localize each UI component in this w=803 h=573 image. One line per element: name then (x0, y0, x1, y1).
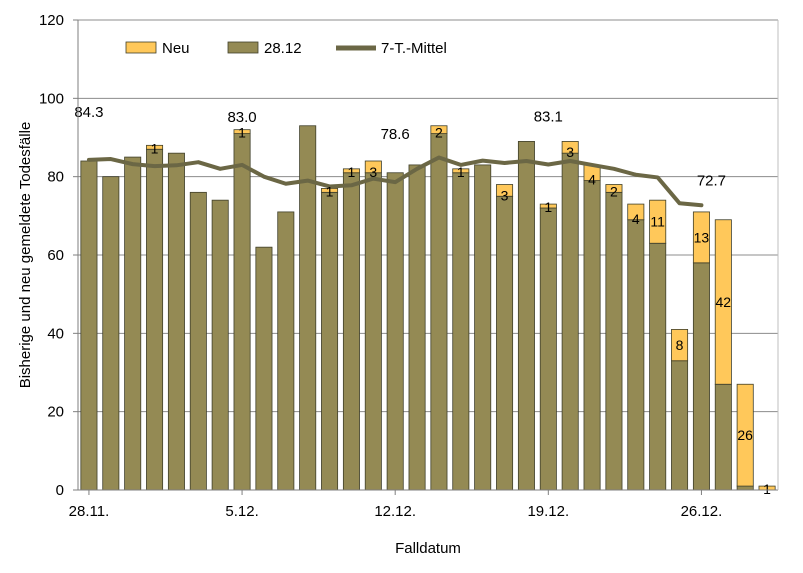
bar-neu (539, 203, 557, 209)
bar-neu (627, 203, 645, 221)
bar-base (583, 180, 601, 491)
neu-data-label: 1 (763, 481, 771, 497)
bar-neu (692, 211, 710, 264)
bar-base (605, 191, 623, 491)
bar-neu (649, 199, 667, 244)
neu-data-label: 13 (694, 229, 710, 245)
bar-base (452, 172, 470, 491)
bar-neu (430, 125, 448, 134)
bar-base (692, 262, 710, 491)
neu-data-label: 4 (588, 172, 596, 188)
bar-base (671, 360, 689, 491)
neu-data-label: 1 (238, 125, 246, 141)
legend-label-avg: 7-T.-Mittel (381, 40, 447, 57)
x-tick-label: 19.12. (527, 503, 569, 520)
y-tick-label: 40 (47, 325, 64, 342)
y-tick-label: 20 (47, 404, 64, 421)
neu-data-label: 1 (151, 140, 159, 156)
moving-average-annotation: 83.1 (534, 109, 563, 126)
bar-base (408, 164, 426, 491)
neu-data-label: 3 (566, 144, 574, 160)
bar-base (539, 207, 557, 491)
bar-neu (561, 141, 579, 154)
moving-average-annotation: 72.7 (697, 172, 726, 189)
bar-base (627, 219, 645, 491)
legend-label-base: 28.12 (264, 40, 302, 57)
bar-base (736, 485, 754, 491)
bar-neu (671, 329, 689, 362)
neu-data-label: 1 (544, 199, 552, 215)
bar-base (80, 160, 98, 491)
x-tick-label: 5.12. (225, 503, 258, 520)
moving-average-annotation: 84.3 (74, 104, 103, 121)
legend: Neu 28.12 7-T.-Mittel (125, 40, 447, 57)
neu-data-label: 1 (457, 164, 465, 180)
neu-data-label: 26 (737, 427, 753, 443)
neu-data-label: 42 (716, 294, 732, 310)
neu-data-label: 4 (632, 211, 640, 227)
bar-neu (736, 383, 754, 487)
legend-label-neu: Neu (162, 40, 190, 57)
bar-neu (496, 184, 514, 197)
bar-neu (233, 129, 251, 134)
bar-base (146, 148, 164, 491)
bar-base (496, 195, 514, 491)
axes: 0 20 40 60 80 100 120 28.11. 5.12. 12.12. 19.12. 26… (39, 12, 779, 520)
bar-neu (714, 219, 732, 385)
bar-base (342, 172, 360, 491)
bar-base (386, 172, 404, 491)
bar-base (474, 164, 492, 491)
bar-base (277, 211, 295, 491)
x-tick-label: 28.11. (69, 503, 110, 520)
y-tick-label: 100 (39, 90, 64, 107)
bar-base (649, 242, 667, 491)
bar-base (255, 246, 273, 491)
bars (80, 125, 776, 491)
bar-neu (605, 184, 623, 193)
bar-base (233, 133, 251, 491)
y-tick-label: 0 (56, 482, 64, 499)
neu-data-label: 1 (326, 183, 334, 199)
bar-neu (364, 160, 382, 174)
bar-base (714, 383, 732, 491)
bar-base (430, 133, 448, 491)
bar-neu (342, 168, 360, 174)
x-tick-label: 26.12. (681, 503, 723, 520)
neu-data-label: 8 (676, 337, 684, 353)
moving-average-annotation: 83.0 (227, 109, 256, 126)
bar-base (321, 191, 339, 491)
moving-average-polyline (86, 155, 704, 208)
moving-average-line (86, 155, 704, 208)
y-tick-label: 60 (47, 247, 64, 264)
y-tick-label: 80 (47, 169, 64, 186)
bar-base (124, 156, 142, 491)
neu-data-label: 2 (435, 125, 443, 141)
bar-base (561, 152, 579, 491)
y-tick-label: 120 (39, 12, 64, 29)
bar-base (211, 199, 229, 491)
bar-base (364, 172, 382, 491)
bar-neu (146, 144, 164, 150)
neu-data-label: 11 (650, 214, 665, 230)
bar-base (189, 191, 207, 491)
legend-swatch-neu (125, 41, 157, 54)
legend-swatch-base (227, 41, 259, 54)
neu-data-label: 3 (369, 164, 377, 180)
x-axis-title: Falldatum (395, 540, 461, 557)
y-axis-title: Bisherige und neu gemeldete Todesfälle (17, 122, 34, 389)
neu-data-label: 1 (348, 164, 356, 180)
bar-neu (452, 168, 470, 174)
neu-data-label: 2 (610, 183, 618, 199)
neu-data-label: 3 (501, 187, 509, 203)
moving-average-annotation: 78.6 (381, 126, 410, 143)
x-tick-label: 12.12. (374, 503, 416, 520)
bar-base (517, 141, 535, 491)
bar-base (102, 176, 120, 491)
bar-base (167, 152, 185, 491)
